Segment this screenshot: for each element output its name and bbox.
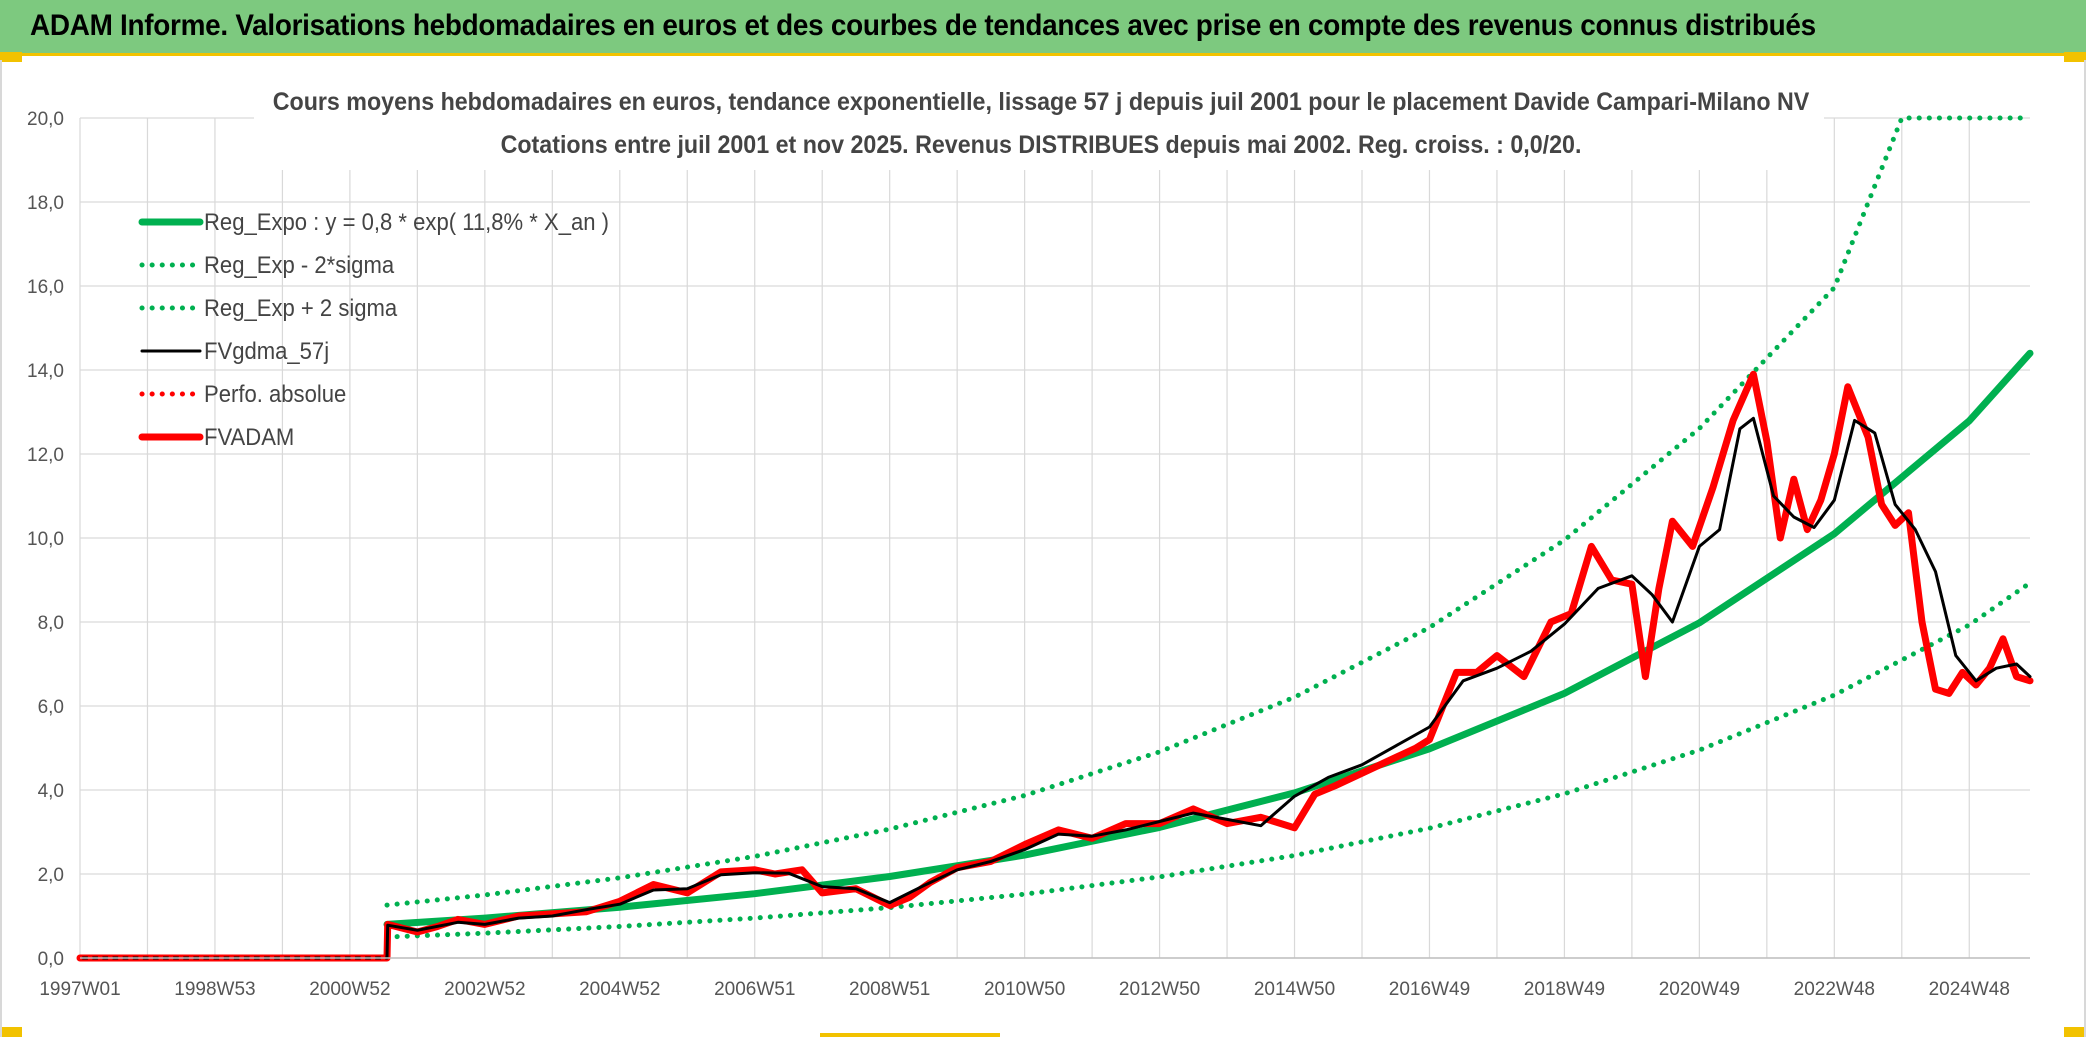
chart-frame: 0,0 2,0 4,0 6,0 8,0 10,0 12,0 14,0 16,0 18,0 20,0 1… [0, 60, 2086, 1037]
legend-label: Perfo. absolue [204, 380, 346, 407]
series-line-6 [76, 370, 2034, 962]
x-tick-label: 2000W52 [309, 979, 390, 1000]
corner-accent-bottom-right [2064, 1027, 2086, 1037]
chart-title-line2: Cotations entre juil 2001 et nov 2025. R… [501, 131, 1582, 159]
x-tick-label: 2008W51 [849, 979, 930, 1000]
report-banner: ADAM Informe. Valorisations hebdomadaire… [0, 0, 2086, 56]
chart-title-line1: Cours moyens hebdomadaires en euros, ten… [273, 88, 1810, 116]
x-tick-label: 2004W52 [579, 979, 660, 1000]
y-tick-label: 14,0 [27, 361, 64, 382]
x-tick-label: 2006W51 [714, 979, 795, 1000]
legend-label: Reg_Exp - 2*sigma [204, 251, 394, 278]
corner-accent-left [0, 52, 22, 62]
series-line-2 [384, 580, 2033, 940]
y-tick-label: 10,0 [27, 529, 64, 550]
legend: Reg_Expo : y = 0,8 * exp( 11,8% * X_an )… [138, 208, 609, 450]
x-tick-label: 2002W52 [444, 979, 525, 1000]
title-background [254, 72, 1824, 170]
legend-label: FVgdma_57j [204, 337, 329, 364]
report-title: ADAM Informe. Valorisations hebdomadaire… [30, 9, 1816, 42]
x-tick-label: 2016W49 [1389, 979, 1470, 1000]
bottom-accent [820, 1033, 1000, 1037]
y-tick-label: 6,0 [38, 697, 64, 718]
x-tick-label: 1997W01 [39, 979, 120, 1000]
y-tick-label: 2,0 [38, 865, 64, 886]
y-tick-label: 12,0 [27, 445, 64, 466]
legend-label: Reg_Exp + 2 sigma [204, 294, 397, 321]
x-tick-label: 2022W48 [1794, 979, 1875, 1000]
x-tick-label: 2020W49 [1659, 979, 1740, 1000]
y-tick-label: 0,0 [38, 949, 64, 970]
x-tick-label: 2024W48 [1929, 979, 2010, 1000]
x-tick-label: 2012W50 [1119, 979, 1200, 1000]
series-line-3 [384, 115, 2033, 908]
y-tick-label: 16,0 [27, 277, 64, 298]
series-line-1 [383, 349, 2034, 928]
axes: 0,0 2,0 4,0 6,0 8,0 10,0 12,0 14,0 16,0 18,0 20,0 1… [27, 109, 2030, 1000]
y-tick-label: 18,0 [27, 193, 64, 214]
x-tick-label: 2018W49 [1524, 979, 1605, 1000]
series-line-4 [78, 416, 2032, 960]
y-tick-label: 8,0 [38, 613, 64, 634]
legend-label: Reg_Expo : y = 0,8 * exp( 11,8% * X_an ) [204, 208, 609, 235]
x-tick-label: 1998W53 [174, 979, 255, 1000]
y-tick-label: 20,0 [27, 109, 64, 130]
legend-label: FVADAM [204, 423, 294, 450]
corner-accent-bottom-left [0, 1027, 22, 1037]
x-tick-label: 2010W50 [984, 979, 1065, 1000]
corner-accent-right [2064, 52, 2086, 62]
line-chart: 0,0 2,0 4,0 6,0 8,0 10,0 12,0 14,0 16,0 18,0 20,0 1… [27, 72, 2034, 1000]
x-tick-label: 2014W50 [1254, 979, 1335, 1000]
y-tick-label: 4,0 [38, 781, 64, 802]
